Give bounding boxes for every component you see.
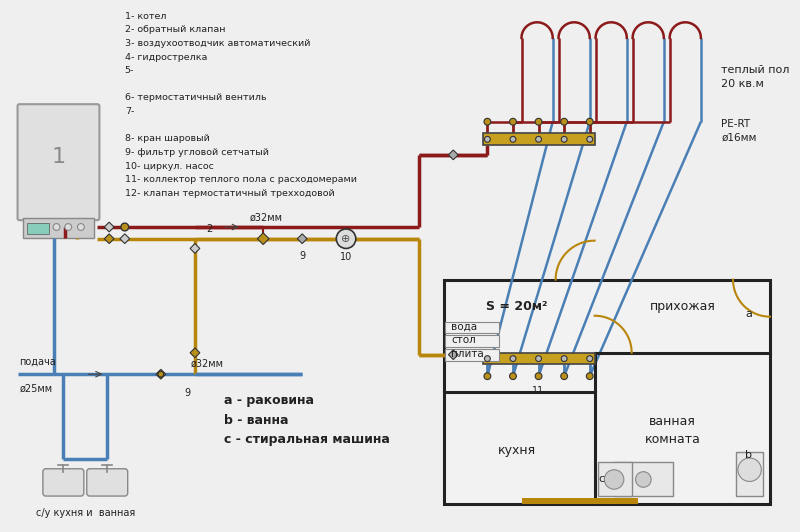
Circle shape: [510, 136, 516, 142]
Circle shape: [536, 136, 542, 142]
Text: с: с: [598, 475, 605, 485]
Bar: [598, 462, 632, 496]
Text: PE-RT
ø16мм: PE-RT ø16мм: [722, 119, 757, 143]
Circle shape: [53, 223, 60, 230]
Text: а: а: [745, 309, 752, 319]
Bar: [446, 321, 499, 333]
Circle shape: [536, 356, 542, 362]
Text: c - стиральная машина: c - стиральная машина: [224, 433, 390, 446]
Circle shape: [65, 223, 72, 230]
Text: 10- циркул. насос: 10- циркул. насос: [125, 162, 214, 171]
Text: вода: вода: [451, 321, 478, 331]
FancyBboxPatch shape: [43, 469, 84, 496]
Text: 6- термостатичный вентиль: 6- термостатичный вентиль: [125, 94, 266, 103]
Circle shape: [587, 356, 593, 362]
Text: 7-: 7-: [125, 107, 134, 116]
Circle shape: [510, 118, 516, 125]
Text: ⊕: ⊕: [342, 234, 350, 244]
Bar: [482, 353, 594, 364]
Text: прихожая: прихожая: [650, 301, 715, 313]
Text: 9: 9: [299, 252, 306, 261]
Text: 1: 1: [51, 147, 66, 167]
Text: S = 20м²: S = 20м²: [486, 301, 547, 313]
Text: 9- фильтр угловой сетчатый: 9- фильтр угловой сетчатый: [125, 148, 269, 157]
Text: 8- кран шаровый: 8- кран шаровый: [125, 135, 210, 144]
Text: 10: 10: [340, 252, 352, 262]
Circle shape: [635, 472, 651, 487]
Circle shape: [561, 373, 567, 379]
Circle shape: [510, 373, 516, 379]
Bar: [27, 223, 49, 234]
Bar: [736, 452, 763, 496]
Text: b: b: [745, 450, 752, 460]
Bar: [23, 218, 94, 238]
Text: b - ванна: b - ванна: [224, 413, 289, 427]
Text: ø32мм: ø32мм: [191, 359, 224, 368]
Circle shape: [587, 136, 593, 142]
Circle shape: [485, 356, 490, 362]
Text: ванная
комната: ванная комната: [645, 415, 701, 446]
Circle shape: [121, 223, 129, 231]
FancyBboxPatch shape: [18, 104, 99, 220]
Text: стол: стол: [451, 335, 476, 345]
Text: теплый пол
20 кв.м: теплый пол 20 кв.м: [722, 65, 790, 89]
Circle shape: [336, 229, 356, 248]
Circle shape: [484, 118, 491, 125]
Polygon shape: [298, 234, 307, 244]
Bar: [614, 462, 673, 496]
Text: 5-: 5-: [125, 66, 134, 75]
Circle shape: [78, 223, 84, 230]
Text: с/у кухня и  ванная: с/у кухня и ванная: [36, 508, 135, 518]
Text: кухня: кухня: [498, 444, 536, 457]
Circle shape: [586, 118, 593, 125]
Circle shape: [485, 136, 490, 142]
Polygon shape: [156, 369, 166, 379]
Circle shape: [158, 371, 164, 377]
Text: 1- котел: 1- котел: [125, 12, 166, 21]
Text: 3- воздухоотводчик автоматический: 3- воздухоотводчик автоматический: [125, 39, 310, 48]
Circle shape: [535, 118, 542, 125]
Text: 11: 11: [533, 386, 545, 396]
Polygon shape: [104, 222, 114, 232]
Text: 9: 9: [184, 388, 190, 398]
Polygon shape: [104, 234, 114, 244]
Bar: [446, 349, 499, 361]
Circle shape: [510, 356, 516, 362]
Text: ø32мм: ø32мм: [250, 213, 282, 223]
Circle shape: [535, 373, 542, 379]
Text: ø25мм: ø25мм: [19, 384, 53, 394]
Circle shape: [738, 458, 762, 481]
FancyBboxPatch shape: [86, 469, 128, 496]
Text: 11- коллектор теплого пола с расходомерами: 11- коллектор теплого пола с расходомера…: [125, 176, 357, 185]
Bar: [522, 498, 638, 504]
Circle shape: [484, 373, 491, 379]
Text: 12- клапан термостатичный трехходовой: 12- клапан термостатичный трехходовой: [125, 189, 334, 198]
Circle shape: [604, 470, 624, 489]
Polygon shape: [258, 233, 269, 245]
Circle shape: [562, 136, 567, 142]
Text: a - раковина: a - раковина: [224, 394, 314, 407]
Polygon shape: [120, 234, 130, 244]
Bar: [482, 134, 594, 145]
Text: 2- обратный клапан: 2- обратный клапан: [125, 25, 226, 34]
Circle shape: [562, 356, 567, 362]
Polygon shape: [190, 244, 200, 253]
Text: плита: плита: [451, 349, 484, 359]
Text: 4- гидрострелка: 4- гидрострелка: [125, 53, 207, 62]
Polygon shape: [448, 350, 458, 360]
Circle shape: [586, 373, 593, 379]
Bar: [443, 280, 770, 504]
Polygon shape: [190, 348, 200, 358]
Text: подача: подача: [19, 356, 56, 367]
Polygon shape: [448, 150, 458, 160]
Text: 2: 2: [206, 224, 213, 234]
Bar: [446, 335, 499, 347]
Circle shape: [561, 118, 567, 125]
